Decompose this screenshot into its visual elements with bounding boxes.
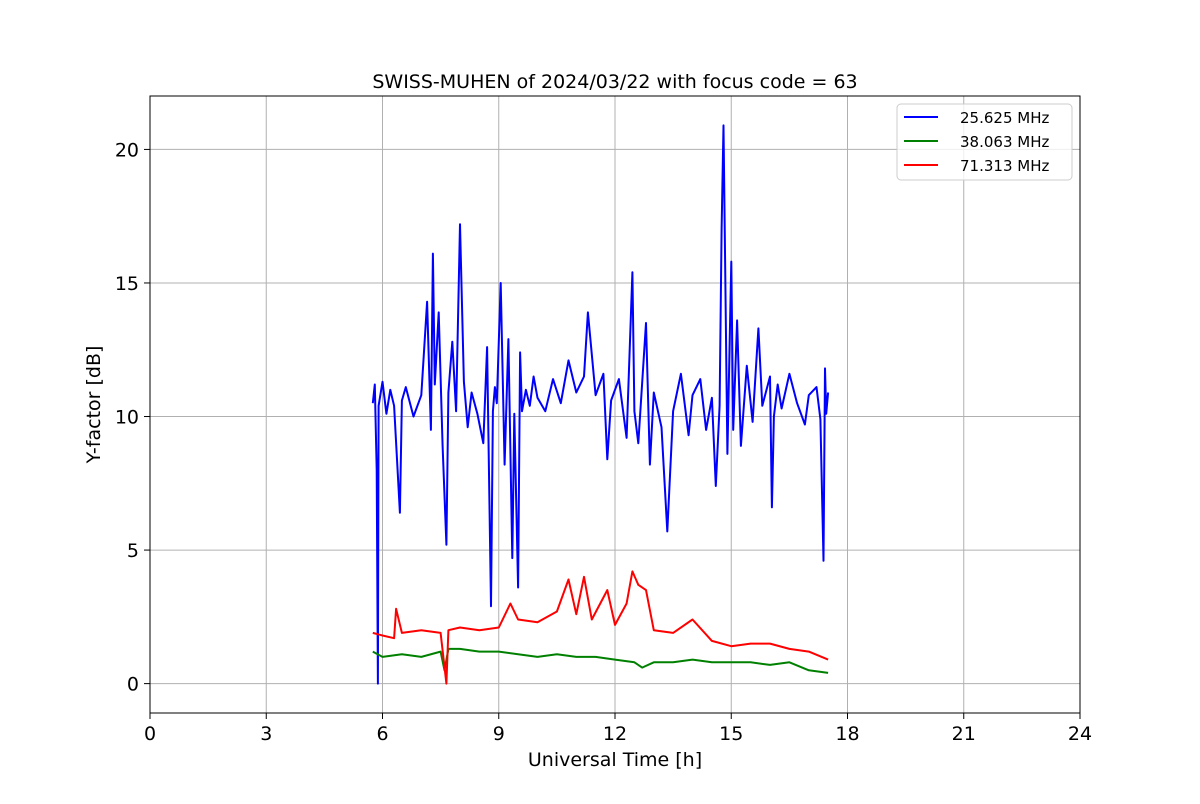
x-tick-label: 3 — [260, 723, 272, 745]
series-line — [372, 570, 829, 685]
x-tick-label: 18 — [835, 723, 859, 745]
y-tick-label: 20 — [115, 139, 139, 161]
axis-ticks: 0 3 6 9 12 15 18 21 24 0 5 10 15 20 — [115, 139, 1092, 745]
legend-label: 25.625 MHz — [960, 109, 1049, 127]
y-axis-label: Y-factor [dB] — [83, 346, 105, 465]
y-tick-label: 0 — [127, 674, 139, 696]
series-line — [371, 124, 830, 685]
x-tick-label: 9 — [493, 723, 505, 745]
series-line — [372, 647, 829, 674]
x-tick-label: 12 — [603, 723, 627, 745]
legend-label: 71.313 MHz — [960, 157, 1049, 175]
x-tick-label: 6 — [376, 723, 388, 745]
x-tick-label: 21 — [952, 723, 976, 745]
y-tick-label: 5 — [127, 540, 139, 562]
x-axis-label: Universal Time [h] — [528, 749, 702, 771]
y-tick-label: 15 — [115, 273, 139, 295]
x-tick-label: 0 — [144, 723, 156, 745]
series-lines — [371, 124, 830, 685]
y-tick-label: 10 — [115, 407, 139, 429]
legend-box — [896, 103, 1073, 181]
legend-label: 38.063 MHz — [960, 133, 1049, 151]
x-tick-label: 24 — [1068, 723, 1092, 745]
legend: 25.625 MHz 38.063 MHz 71.313 MHz — [896, 103, 1073, 181]
chart-title: SWISS-MUHEN of 2024/03/22 with focus cod… — [372, 71, 857, 93]
x-tick-label: 15 — [719, 723, 743, 745]
